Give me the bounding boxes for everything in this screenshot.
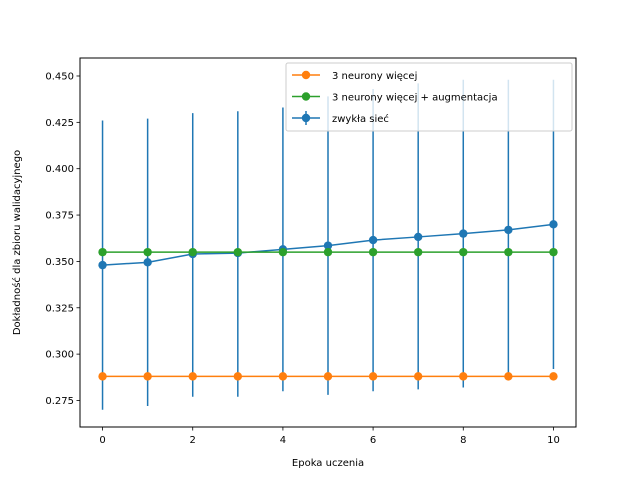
x-axis-label: Epoka uczenia <box>292 458 364 469</box>
legend-swatch-marker <box>301 70 311 80</box>
data-point <box>233 372 243 381</box>
data-point <box>98 247 107 257</box>
data-point <box>98 372 107 381</box>
data-point <box>368 372 378 381</box>
data-point <box>278 247 288 257</box>
data-point <box>413 372 423 381</box>
legend-box <box>285 62 573 132</box>
axis-ticks: 0 2 4 6 8 10 0.275 0.300 0.325 0.350 0.375 0.400 0.4… <box>45 71 559 446</box>
data-point <box>504 247 513 257</box>
data-point <box>143 258 152 267</box>
data-point <box>459 372 468 381</box>
data-point <box>188 372 197 381</box>
data-point <box>368 247 378 257</box>
data-point <box>549 220 558 229</box>
y-axis-label: Dokładność dla zbioru walidacyjnego <box>11 150 23 335</box>
data-point <box>98 260 107 270</box>
data-point <box>143 372 152 381</box>
legend-entry: zwykła sieć <box>292 111 389 125</box>
x-tick-label: 10 <box>547 435 560 446</box>
data-point <box>549 247 558 257</box>
data-point <box>459 247 468 257</box>
data-point <box>323 241 333 250</box>
data-point <box>549 372 558 381</box>
legend-label: 3 neurony więcej + augmentacja <box>332 92 498 103</box>
data-point <box>188 247 197 257</box>
legend-label: 3 neurony więcej <box>332 71 417 82</box>
plot-area <box>98 79 558 410</box>
y-tick-label: 0.325 <box>45 303 74 314</box>
legend-swatch-marker <box>301 92 311 101</box>
data-point <box>368 235 378 245</box>
y-tick-label: 0.400 <box>45 164 74 175</box>
y-tick-label: 0.350 <box>45 257 74 268</box>
axes-frame <box>79 57 577 428</box>
y-tick-label: 0.275 <box>45 396 74 407</box>
y-tick-label: 0.450 <box>45 71 74 82</box>
data-point <box>278 372 288 381</box>
data-point <box>413 247 423 257</box>
y-tick-label: 0.375 <box>45 211 74 222</box>
data-point <box>143 247 152 257</box>
y-tick-label: 0.425 <box>45 118 74 129</box>
y-tick-label: 0.300 <box>45 350 74 361</box>
legend-swatch-marker <box>301 113 311 123</box>
x-tick-label: 4 <box>280 435 286 446</box>
legend: 3 neurony więcej 3 neurony więcej + augme… <box>285 62 573 132</box>
data-point <box>504 372 513 381</box>
legend-entry: 3 neurony więcej <box>292 70 417 82</box>
legend-entry: 3 neurony więcej + augmentacja <box>292 92 498 103</box>
legend-label: zwykła sieć <box>332 113 389 125</box>
series-1 <box>98 247 558 257</box>
data-point <box>233 247 243 257</box>
series-0 <box>98 372 558 381</box>
data-point <box>413 232 423 242</box>
data-point <box>323 247 333 257</box>
x-tick-label: 8 <box>460 435 466 446</box>
x-tick-label: 6 <box>370 435 376 446</box>
data-point <box>323 372 333 381</box>
x-tick-label: 2 <box>190 435 196 446</box>
data-point <box>504 225 513 235</box>
data-point <box>459 229 468 238</box>
x-tick-label: 0 <box>99 435 105 446</box>
